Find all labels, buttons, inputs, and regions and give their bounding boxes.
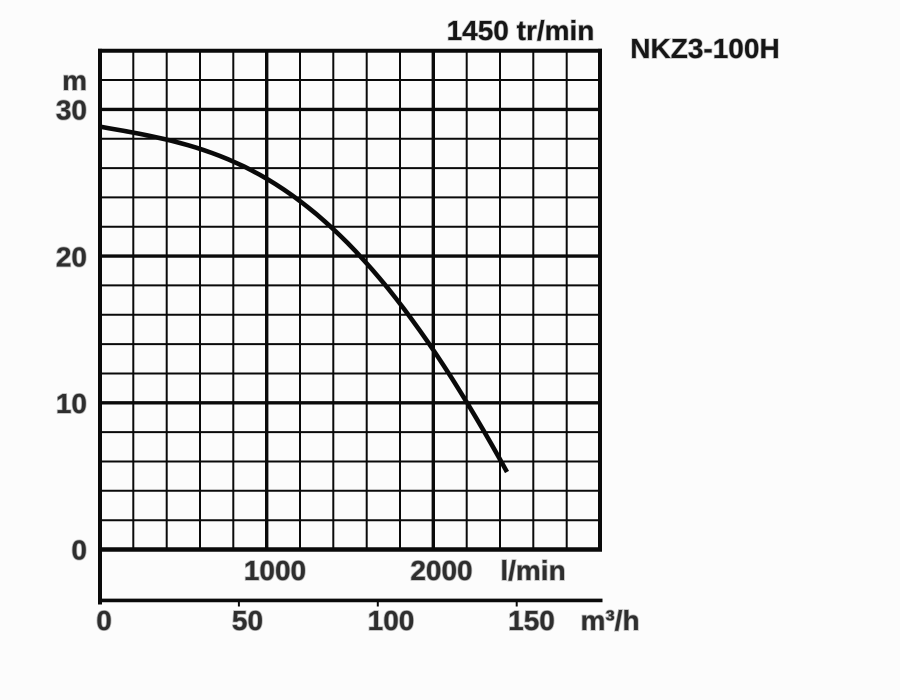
svg-text:50: 50	[232, 605, 263, 636]
svg-text:20: 20	[56, 241, 87, 272]
svg-text:100: 100	[368, 605, 415, 636]
svg-text:0: 0	[71, 535, 87, 566]
svg-text:1450 tr/min: 1450 tr/min	[447, 15, 595, 46]
svg-text:1000: 1000	[244, 555, 306, 586]
svg-text:150: 150	[508, 605, 555, 636]
svg-text:0: 0	[96, 605, 112, 636]
svg-text:m³/h: m³/h	[580, 605, 639, 636]
svg-text:30: 30	[56, 95, 87, 126]
svg-text:l/min: l/min	[500, 555, 565, 586]
svg-text:10: 10	[56, 388, 87, 419]
svg-text:2000: 2000	[410, 555, 472, 586]
svg-text:m: m	[62, 65, 87, 96]
svg-text:NKZ3-100H: NKZ3-100H	[630, 33, 779, 64]
